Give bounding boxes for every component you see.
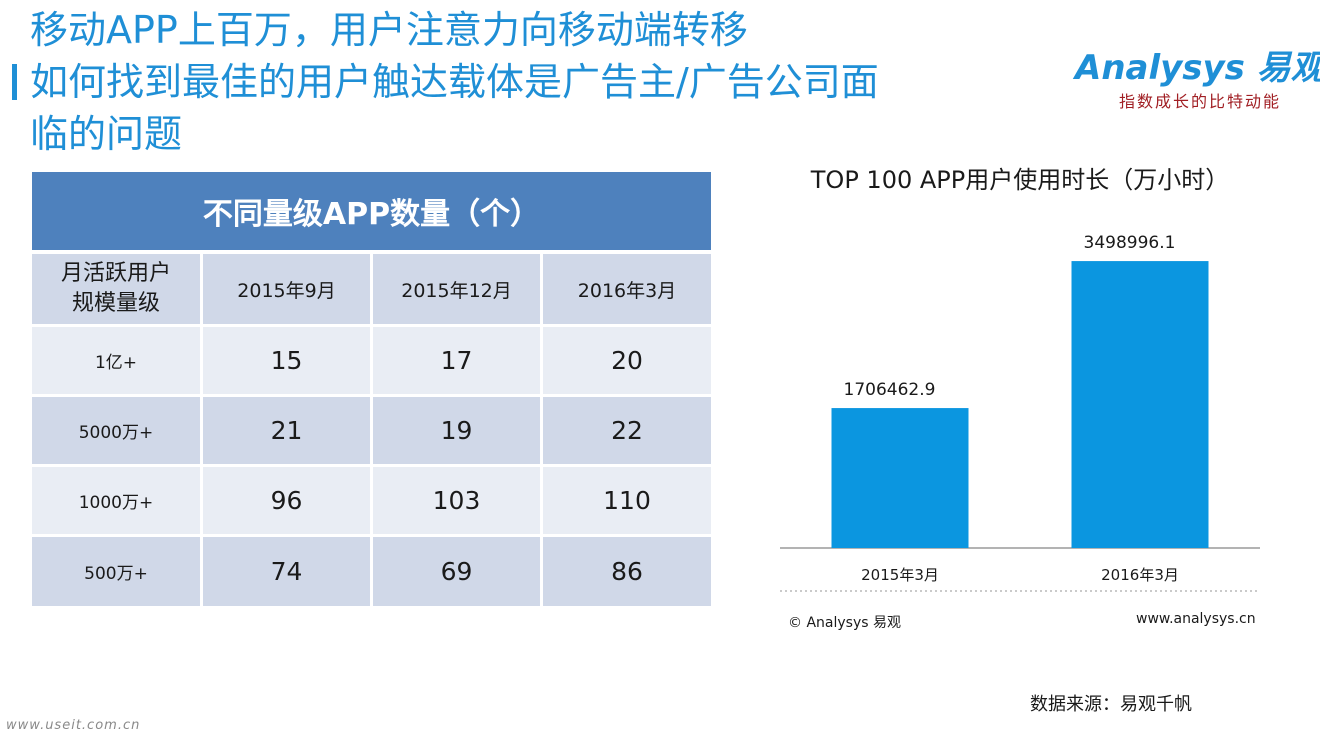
- table-cell: 96: [203, 467, 370, 534]
- table-cell: 21: [203, 397, 370, 464]
- table-cell: 22: [543, 397, 711, 464]
- table-cell: 17: [373, 327, 540, 394]
- data-source-text: 数据来源：易观千帆: [1030, 694, 1192, 715]
- header-label-line-1: 月活跃用户: [60, 261, 171, 286]
- chart-category-label: 2015年3月: [861, 566, 939, 584]
- chart-bar: [831, 408, 969, 548]
- table-cell: 15: [203, 327, 370, 394]
- page-title: 移动APP上百万，用户注意力向移动端转移 如何找到最佳的用户触达载体是广告主/广…: [30, 4, 990, 160]
- analysys-logo: Analysys 易观 指数成长的比特动能: [1075, 40, 1320, 115]
- table-row-label: 500万+: [32, 537, 200, 606]
- table-cell: 74: [203, 537, 370, 606]
- chart-bar: [1071, 261, 1209, 548]
- table-column-header: 2015年12月: [373, 254, 540, 324]
- table-column-header: 2016年3月: [543, 254, 711, 324]
- table-row-label: 5000万+: [32, 397, 200, 464]
- chart-category-label: 2016年3月: [1101, 566, 1179, 584]
- app-count-table: 不同量级APP数量（个） 月活跃用户 规模量级 2015年9月 2015年12月…: [32, 172, 711, 606]
- table-title: 不同量级APP数量（个）: [32, 172, 711, 250]
- header-label-line-2: 规模量级: [71, 291, 160, 316]
- chart-value-label: 1706462.9: [844, 380, 936, 400]
- title-line-2: 如何找到最佳的用户触达载体是广告主/广告公司面: [30, 60, 879, 104]
- table-cell: 86: [543, 537, 711, 606]
- table-cell: 20: [543, 327, 711, 394]
- title-line-1: 移动APP上百万，用户注意力向移动端转移: [30, 8, 748, 52]
- table-header-label: 月活跃用户 规模量级: [32, 254, 200, 324]
- title-line-3: 临的问题: [30, 112, 183, 156]
- table-cell: 69: [373, 537, 540, 606]
- logo-brand: Analysys 易观: [1075, 48, 1320, 88]
- table-cell: 19: [373, 397, 540, 464]
- table-row-label: 1000万+: [32, 467, 200, 534]
- copyright-text: © Analysys 易观: [788, 615, 901, 631]
- website-text: www.analysys.cn: [1136, 611, 1256, 627]
- usage-time-bar-chart: 1706462.9 2015年3月 3498996.1 2016年3月: [780, 233, 1260, 592]
- chart-value-label: 3498996.1: [1084, 233, 1176, 253]
- watermark-text: www.useit.com.cn: [6, 718, 141, 733]
- table-column-header: 2015年9月: [203, 254, 370, 324]
- table-row-label: 1亿+: [32, 327, 200, 394]
- title-accent-bar: [12, 64, 17, 100]
- table-cell: 103: [373, 467, 540, 534]
- logo-tagline: 指数成长的比特动能: [1119, 92, 1282, 111]
- chart-title: TOP 100 APP用户使用时长（万小时）: [810, 166, 1230, 194]
- table-cell: 110: [543, 467, 711, 534]
